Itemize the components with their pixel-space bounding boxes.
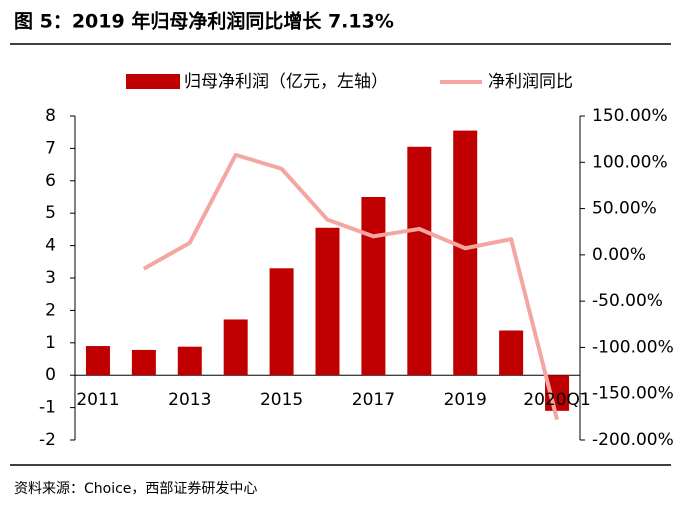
x-tick-label: 2011 xyxy=(76,390,119,410)
y-tick-label: 7 xyxy=(45,138,56,158)
legend-label: 净利润同比 xyxy=(488,72,573,92)
chart-title: 图 5：2019 年归母净利润同比增长 7.13% xyxy=(14,10,394,33)
y2-tick-label: -100.00% xyxy=(592,337,674,357)
x-tick-label: 2013 xyxy=(168,390,211,410)
bar xyxy=(361,197,386,376)
bar xyxy=(177,346,202,376)
y-tick-label: 3 xyxy=(45,268,56,288)
y-tick-label: 8 xyxy=(45,106,56,126)
legend-label: 归母净利润（亿元，左轴） xyxy=(184,72,388,92)
source: 资料来源：Choice，西部证券研发中心 xyxy=(14,481,257,497)
bar xyxy=(407,146,432,376)
y2-tick-label: -200.00% xyxy=(592,430,674,450)
line xyxy=(142,152,559,421)
y2-tick-label: -150.00% xyxy=(592,384,674,404)
x-tick-label: 2020Q1 xyxy=(523,390,590,410)
bar xyxy=(269,268,294,376)
y-tick-label: 0 xyxy=(45,365,56,385)
y2-tick-label: 0.00% xyxy=(592,245,646,265)
y-tick-label: -2 xyxy=(39,430,56,450)
x-tick-label: 2019 xyxy=(444,390,487,410)
y-tick-label: 5 xyxy=(45,203,56,223)
bar xyxy=(131,349,156,376)
y-tick-label: 6 xyxy=(45,171,56,191)
bar xyxy=(85,346,110,376)
x-tick-label: 2015 xyxy=(260,390,303,410)
y-tick-label: 4 xyxy=(45,236,56,256)
y-tick-label: -1 xyxy=(39,398,56,418)
x-tick-label: 2017 xyxy=(352,390,395,410)
legend-swatch xyxy=(126,74,180,89)
y-tick-label: 2 xyxy=(45,300,56,320)
y2-tick-label: 50.00% xyxy=(592,199,657,219)
y2-tick-label: 100.00% xyxy=(592,152,668,172)
bar xyxy=(499,330,524,376)
bar xyxy=(315,227,340,376)
bar xyxy=(453,130,478,376)
y2-tick-label: -50.00% xyxy=(592,291,663,311)
y-tick-label: 1 xyxy=(45,333,56,353)
bar xyxy=(223,319,248,376)
y2-tick-label: 150.00% xyxy=(592,106,668,126)
